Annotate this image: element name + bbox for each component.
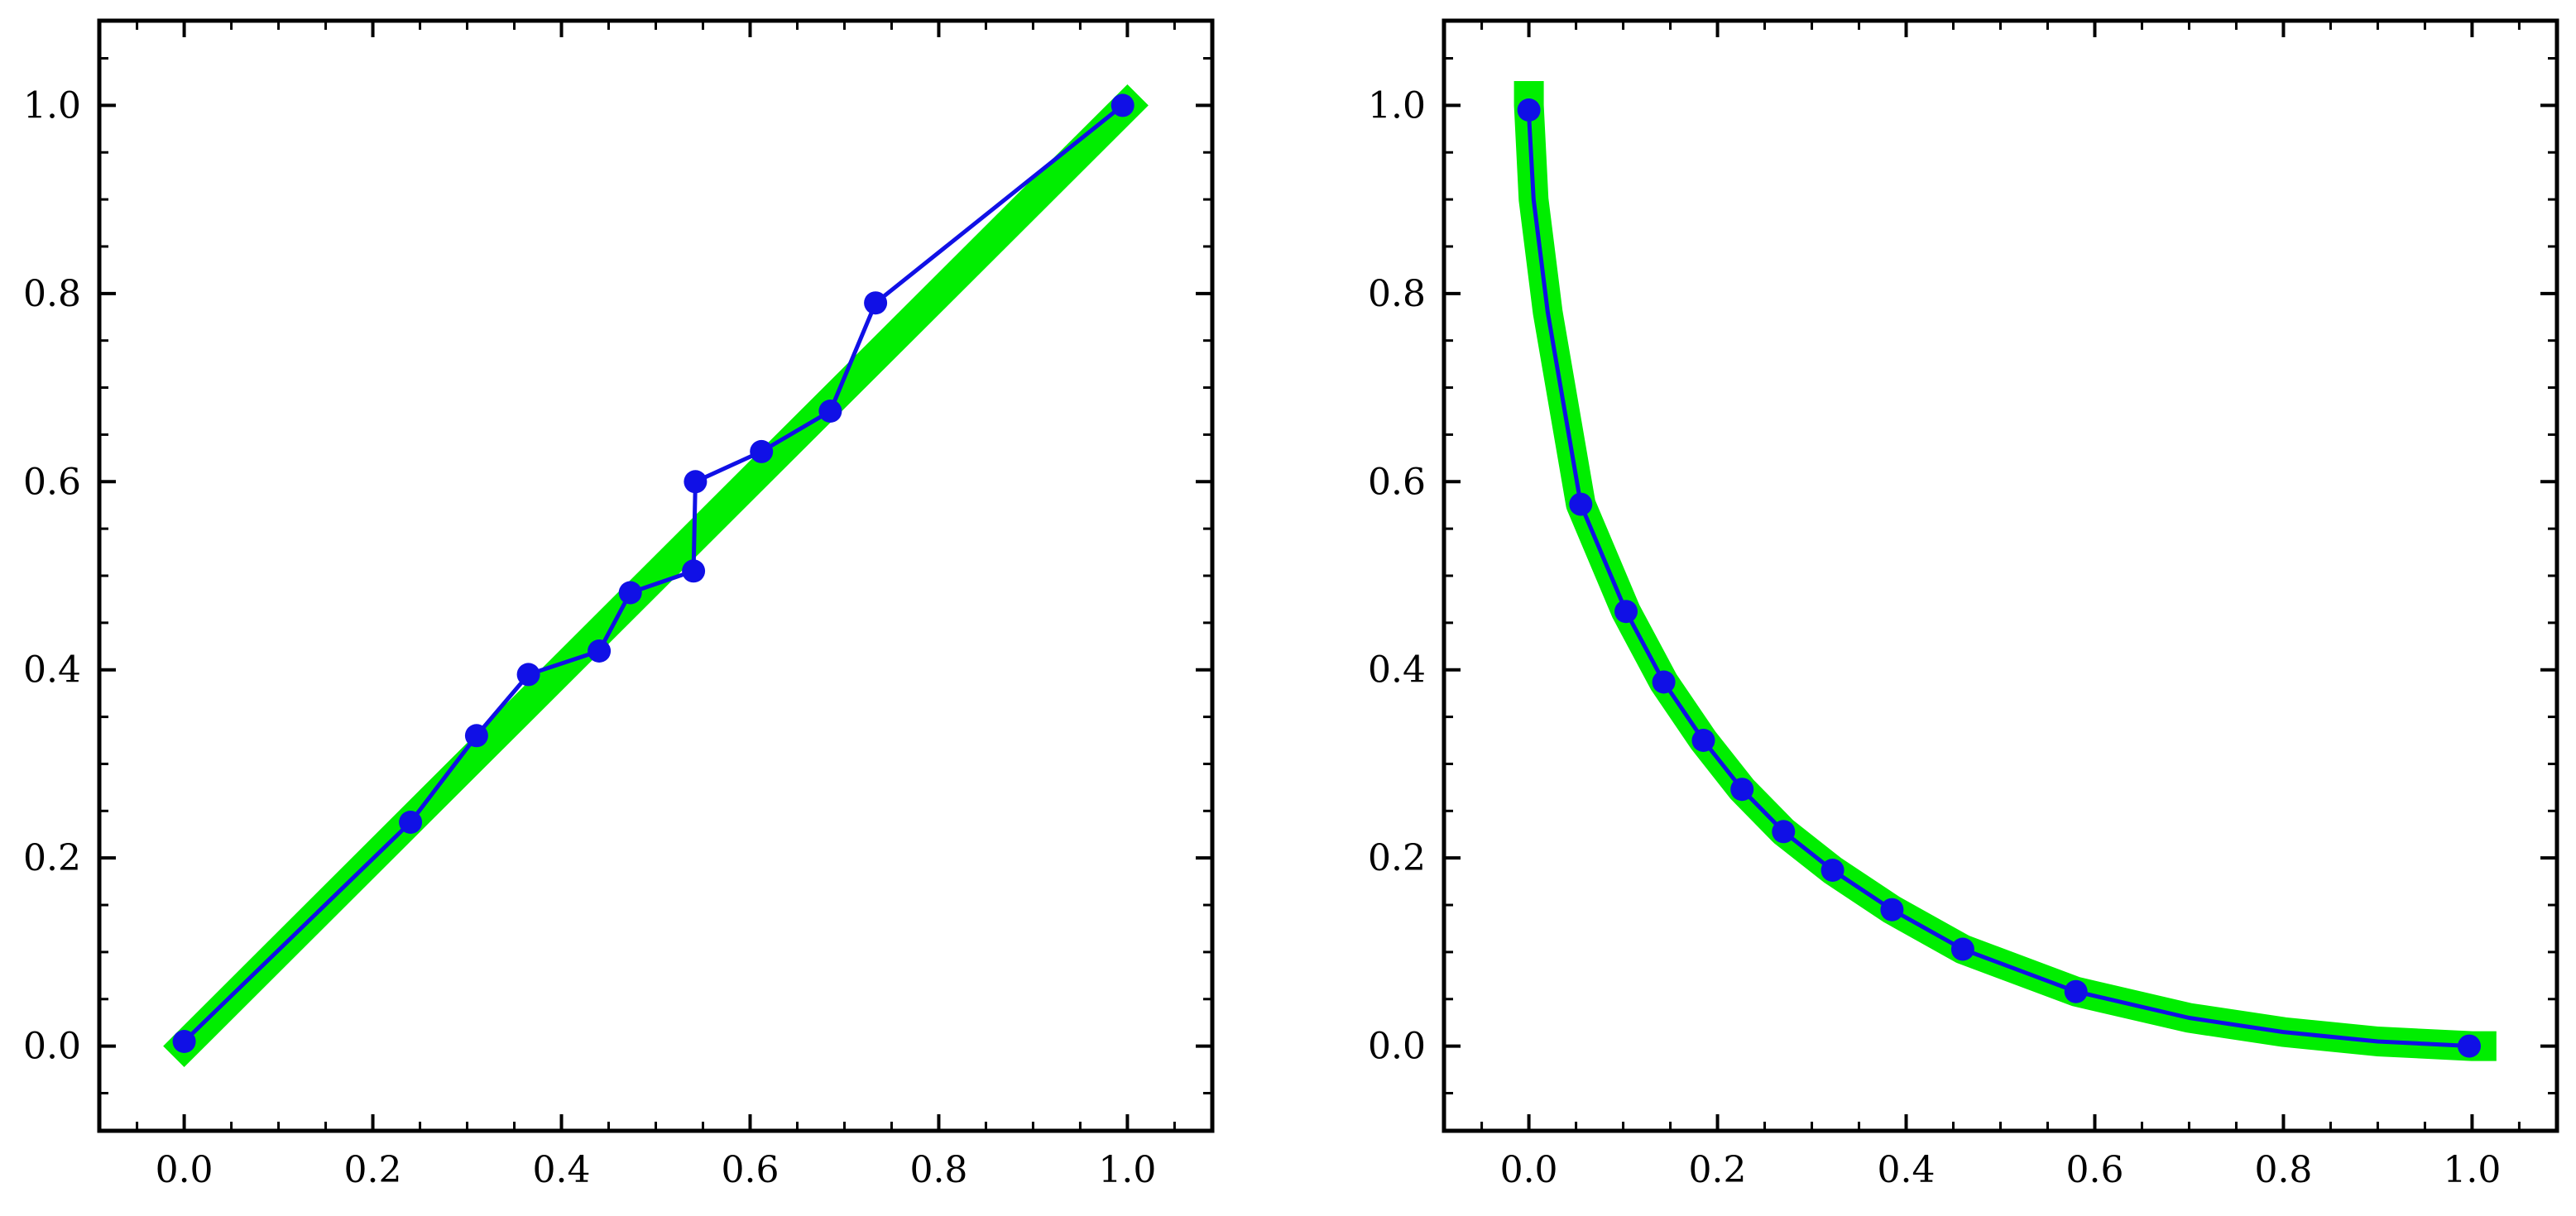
data-point <box>1569 492 1593 516</box>
data-point <box>864 291 888 315</box>
x-tick-label: 1.0 <box>2443 1149 2501 1191</box>
right-panel: 0.0 0.2 0.4 0.6 0.8 1.0 0.0 0.2 0.4 0.6 0.8 1.0 <box>1368 18 2559 1191</box>
x-tick-label: 0.2 <box>344 1149 402 1191</box>
y-tick-label: 0.8 <box>1368 273 1426 315</box>
y-tick-label: 0.4 <box>23 649 81 692</box>
data-point <box>588 639 612 663</box>
right-point-layer <box>1517 98 2481 1058</box>
x-tick-label: 0.8 <box>909 1149 967 1191</box>
x-tick-label: 0.0 <box>156 1149 213 1191</box>
left-panel: 0.0 0.2 0.4 0.6 0.8 1.0 0.0 0.2 0.4 0.6 0.8 1.0 <box>23 18 1215 1191</box>
y-tick-label: 0.6 <box>23 461 81 503</box>
data-point <box>172 1030 196 1053</box>
data-point <box>818 400 842 423</box>
series-line-1 <box>1527 110 2473 1049</box>
x-tick-label: 0.6 <box>721 1149 779 1191</box>
x-tick-label: 0.4 <box>533 1149 591 1191</box>
data-point <box>1950 937 1974 961</box>
data-point <box>516 663 540 687</box>
data-point <box>618 581 642 605</box>
x-tick-label: 0.4 <box>1878 1149 1936 1191</box>
x-tick-label: 0.6 <box>2065 1149 2123 1191</box>
y-tick-label: 0.2 <box>1368 837 1426 879</box>
data-point <box>464 724 488 748</box>
data-point <box>399 811 423 834</box>
left-axis-ticks <box>99 21 1212 1131</box>
data-point <box>1772 820 1796 844</box>
data-point <box>1111 93 1134 117</box>
left-line-layer <box>182 103 1125 1043</box>
y-tick-label: 1.0 <box>23 84 81 127</box>
data-point <box>1880 898 1904 922</box>
data-point <box>2458 1034 2481 1058</box>
data-point <box>1691 729 1715 752</box>
data-point <box>1517 98 1541 122</box>
data-point <box>1652 670 1676 694</box>
y-tick-label: 0.6 <box>1368 461 1426 503</box>
y-tick-label: 0.0 <box>23 1026 81 1068</box>
data-point <box>682 559 706 583</box>
data-point <box>1614 600 1638 624</box>
y-tick-label: 1.0 <box>1368 84 1426 127</box>
y-tick-label: 0.2 <box>23 837 81 879</box>
y-tick-label: 0.4 <box>1368 649 1426 692</box>
data-point <box>1730 778 1754 802</box>
right-line-layer <box>1527 110 2473 1049</box>
highlight-band-1 <box>1513 81 2497 1061</box>
x-tick-label: 0.2 <box>1689 1149 1747 1191</box>
x-tick-label: 1.0 <box>1098 1149 1156 1191</box>
x-tick-label: 0.0 <box>1500 1149 1558 1191</box>
y-tick-label: 0.8 <box>23 273 81 315</box>
series-line-0 <box>182 103 1125 1043</box>
x-tick-label: 0.8 <box>2254 1149 2312 1191</box>
data-point <box>684 470 708 494</box>
left-point-layer <box>172 93 1134 1053</box>
data-point <box>1820 859 1844 882</box>
data-point <box>2064 979 2088 1003</box>
right-band-layer <box>1513 81 2497 1061</box>
y-tick-label: 0.0 <box>1368 1026 1426 1068</box>
left-tick-labels: 0.0 0.2 0.4 0.6 0.8 1.0 0.0 0.2 0.4 0.6 0.8 1.0 <box>23 84 1156 1191</box>
right-axis-ticks <box>1444 21 2557 1131</box>
data-point <box>750 439 774 463</box>
right-tick-labels: 0.0 0.2 0.4 0.6 0.8 1.0 0.0 0.2 0.4 0.6 0.8 1.0 <box>1368 84 2501 1191</box>
